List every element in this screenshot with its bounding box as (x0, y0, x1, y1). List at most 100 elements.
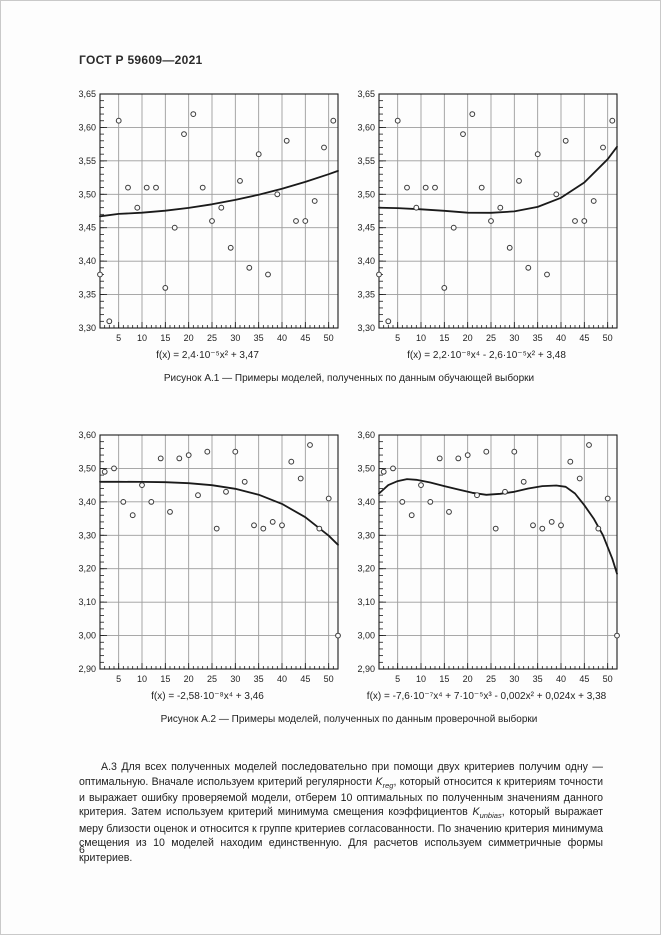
scatter-chart-validation-poly4: 5 10 15 20 25 30 35 40 45 50 2,90 3,00 3,10 3,20 3,30 3… (357, 430, 620, 684)
svg-text:15: 15 (439, 333, 449, 343)
svg-text:45: 45 (579, 333, 589, 343)
svg-text:3,00: 3,00 (357, 631, 375, 641)
scatter-chart-training-quartic: 5 10 15 20 25 30 35 40 45 50 3,30 3,35 3,40 3,45 3,50 3… (357, 89, 618, 343)
scatter-chart-validation-quartic: 5 10 15 20 25 30 35 40 45 50 2,90 3,00 3,10 3,20 3,30 3… (78, 430, 341, 684)
svg-text:3,30: 3,30 (78, 530, 96, 540)
svg-text:50: 50 (603, 333, 613, 343)
svg-text:45: 45 (300, 674, 310, 684)
svg-text:3,55: 3,55 (78, 156, 96, 166)
svg-text:3,60: 3,60 (78, 430, 96, 440)
svg-text:45: 45 (300, 333, 310, 343)
svg-text:30: 30 (509, 674, 519, 684)
svg-text:3,40: 3,40 (78, 256, 96, 266)
chart-formula: f(x) = 2,2·10⁻⁸x⁴ - 2,6·10⁻⁵x² + 3,48 (407, 350, 566, 361)
svg-text:20: 20 (184, 333, 194, 343)
svg-text:50: 50 (324, 674, 334, 684)
svg-text:20: 20 (184, 674, 194, 684)
svg-text:3,45: 3,45 (357, 223, 375, 233)
svg-text:45: 45 (579, 674, 589, 684)
svg-text:3,00: 3,00 (78, 631, 96, 641)
svg-text:10: 10 (416, 674, 426, 684)
svg-text:3,35: 3,35 (357, 290, 375, 300)
svg-text:40: 40 (556, 674, 566, 684)
svg-text:25: 25 (486, 333, 496, 343)
svg-text:40: 40 (556, 333, 566, 343)
svg-text:3,60: 3,60 (357, 430, 375, 440)
svg-text:3,65: 3,65 (357, 89, 375, 99)
svg-text:2,90: 2,90 (357, 664, 375, 674)
svg-text:2,90: 2,90 (78, 664, 96, 674)
scatter-chart-training-quadratic: 5 10 15 20 25 30 35 40 45 50 3,30 3,35 3,40 3,45 3,50 3… (78, 89, 339, 343)
svg-text:20: 20 (463, 333, 473, 343)
svg-text:3,20: 3,20 (78, 564, 96, 574)
svg-text:5: 5 (116, 674, 121, 684)
svg-text:30: 30 (509, 333, 519, 343)
svg-text:3,55: 3,55 (357, 156, 375, 166)
svg-text:3,40: 3,40 (357, 497, 375, 507)
svg-text:3,60: 3,60 (357, 122, 375, 132)
svg-text:35: 35 (533, 674, 543, 684)
chart-formula: f(x) = -7,6·10⁻⁷x⁴ + 7·10⁻⁵x³ - 0,002x² … (366, 691, 607, 702)
k-unbias-symbol: Kunbias (472, 806, 502, 821)
svg-text:3,50: 3,50 (78, 463, 96, 473)
chart-a1-right: 5 10 15 20 25 30 35 40 45 50 3,30 3,35 3,40 3,45 3,50 3… (348, 87, 625, 361)
svg-text:15: 15 (160, 333, 170, 343)
svg-text:10: 10 (137, 333, 147, 343)
svg-text:3,50: 3,50 (78, 189, 96, 199)
svg-text:25: 25 (207, 674, 217, 684)
svg-text:3,50: 3,50 (357, 189, 375, 199)
figure-a1: 5 10 15 20 25 30 35 40 45 50 3,30 3,35 3,40 3,45 3,50 3… (69, 87, 629, 384)
chart-a2-left: 5 10 15 20 25 30 35 40 45 50 2,90 3,00 3,10 3,20 3,30 3… (69, 428, 346, 702)
svg-text:3,10: 3,10 (357, 597, 375, 607)
svg-text:3,40: 3,40 (78, 497, 96, 507)
svg-text:5: 5 (116, 333, 121, 343)
chart-a2-right: 5 10 15 20 25 30 35 40 45 50 2,90 3,00 3,10 3,20 3,30 3… (348, 428, 625, 702)
svg-text:20: 20 (463, 674, 473, 684)
figure-a2-caption: Рисунок А.2 — Примеры моделей, полученны… (160, 714, 538, 725)
svg-text:40: 40 (277, 674, 287, 684)
svg-text:15: 15 (439, 674, 449, 684)
figure-a2: 5 10 15 20 25 30 35 40 45 50 2,90 3,00 3,10 3,20 3,30 3… (69, 428, 629, 725)
svg-text:25: 25 (207, 333, 217, 343)
paragraph-a3: А.3 Для всех полученных моделей последов… (79, 760, 603, 865)
svg-text:3,30: 3,30 (78, 323, 96, 333)
page-header: ГОСТ Р 59609—2021 (79, 53, 203, 67)
svg-text:3,50: 3,50 (357, 463, 375, 473)
svg-text:3,45: 3,45 (78, 223, 96, 233)
chart-formula: f(x) = -2,58·10⁻⁸x⁴ + 3,46 (151, 691, 264, 702)
paragraph-a3-text-2: , который относится к критериям точности… (79, 775, 603, 819)
svg-text:3,35: 3,35 (78, 290, 96, 300)
paragraph-a3-text-1: А.3 Для всех полученных моделей последов… (79, 761, 603, 788)
paragraph-a3-text-3: , который выражает меру близости оценок … (79, 806, 603, 864)
page-number: 6 (79, 844, 85, 856)
svg-text:10: 10 (137, 674, 147, 684)
svg-text:5: 5 (395, 674, 400, 684)
svg-text:50: 50 (603, 674, 613, 684)
svg-text:3,40: 3,40 (357, 256, 375, 266)
svg-text:3,60: 3,60 (78, 122, 96, 132)
figure-a1-charts: 5 10 15 20 25 30 35 40 45 50 3,30 3,35 3,40 3,45 3,50 3… (69, 87, 629, 361)
svg-text:35: 35 (254, 674, 264, 684)
svg-text:35: 35 (533, 333, 543, 343)
figure-a2-charts: 5 10 15 20 25 30 35 40 45 50 2,90 3,00 3,10 3,20 3,30 3… (69, 428, 629, 702)
svg-text:5: 5 (395, 333, 400, 343)
svg-text:10: 10 (416, 333, 426, 343)
svg-text:35: 35 (254, 333, 264, 343)
figure-a1-caption: Рисунок А.1 — Примеры моделей, полученны… (163, 373, 535, 384)
svg-text:30: 30 (230, 674, 240, 684)
svg-text:25: 25 (486, 674, 496, 684)
svg-text:3,10: 3,10 (78, 597, 96, 607)
chart-a1-left: 5 10 15 20 25 30 35 40 45 50 3,30 3,35 3,40 3,45 3,50 3… (69, 87, 346, 361)
svg-text:3,65: 3,65 (78, 89, 96, 99)
svg-text:30: 30 (230, 333, 240, 343)
svg-text:3,20: 3,20 (357, 564, 375, 574)
svg-text:15: 15 (160, 674, 170, 684)
svg-text:3,30: 3,30 (357, 323, 375, 333)
k-reg-symbol: Kreg (375, 775, 394, 790)
svg-text:3,30: 3,30 (357, 530, 375, 540)
svg-text:40: 40 (277, 333, 287, 343)
figures-area: 5 10 15 20 25 30 35 40 45 50 3,30 3,35 3,40 3,45 3,50 3… (69, 87, 629, 725)
chart-formula: f(x) = 2,4·10⁻⁵x² + 3,47 (156, 350, 259, 361)
svg-text:50: 50 (324, 333, 334, 343)
